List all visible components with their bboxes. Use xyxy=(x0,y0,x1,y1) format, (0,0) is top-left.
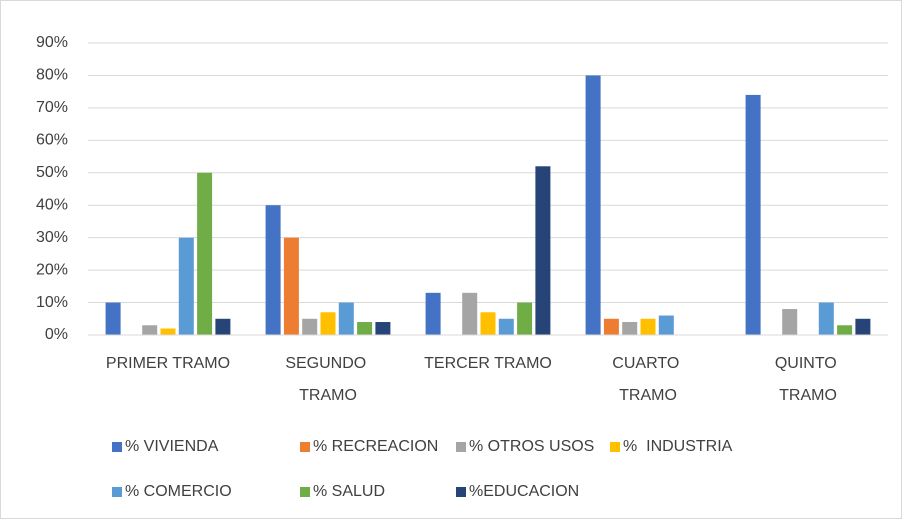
legend-label: % VIVIENDA xyxy=(125,438,219,455)
y-tick-label: 80% xyxy=(36,67,68,84)
y-tick-label: 20% xyxy=(36,261,68,278)
legend-swatch xyxy=(610,442,620,452)
bar xyxy=(603,318,619,335)
bar xyxy=(215,318,231,335)
legend-swatch xyxy=(112,442,122,452)
y-tick-label: 70% xyxy=(36,99,68,116)
bar xyxy=(498,318,514,335)
legend-label: % SALUD xyxy=(313,483,385,500)
bar xyxy=(585,75,601,335)
bar xyxy=(640,318,656,335)
legend-label: %EDUCACION xyxy=(469,483,579,500)
bar xyxy=(462,292,478,335)
bar xyxy=(855,318,871,335)
bar xyxy=(197,172,213,335)
legend-swatch xyxy=(456,487,466,497)
bar xyxy=(837,325,853,335)
bar xyxy=(283,237,299,335)
bar xyxy=(160,328,176,335)
x-tick-label: CUARTO TRAMO xyxy=(612,355,683,404)
x-tick-label: SEGUNDO TRAMO xyxy=(285,355,370,404)
y-tick-label: 50% xyxy=(36,164,68,181)
bar xyxy=(658,315,674,335)
bar xyxy=(302,318,318,335)
y-tick-label: 40% xyxy=(36,196,68,213)
legend-swatch xyxy=(456,442,466,452)
bar xyxy=(320,312,336,335)
x-tick-label: PRIMER TRAMO xyxy=(106,355,230,372)
bar xyxy=(178,237,194,335)
x-tick-label: QUINTO TRAMO xyxy=(775,355,841,404)
legend-label: % COMERCIO xyxy=(125,483,232,500)
bar xyxy=(535,166,551,335)
y-tick-label: 60% xyxy=(36,132,68,149)
bar xyxy=(745,94,761,336)
y-tick-label: 90% xyxy=(36,34,68,51)
bar xyxy=(425,292,441,335)
bar xyxy=(265,205,281,335)
bar xyxy=(818,302,834,335)
y-tick-label: 0% xyxy=(45,326,68,343)
bar xyxy=(782,309,798,335)
y-tick-label: 30% xyxy=(36,229,68,246)
bar xyxy=(105,302,121,335)
x-tick-label: TERCER TRAMO xyxy=(424,355,552,372)
legend-swatch xyxy=(112,487,122,497)
bar xyxy=(338,302,354,335)
bar xyxy=(622,322,638,335)
legend-label: % INDUSTRIA xyxy=(623,438,733,455)
legend-swatch xyxy=(300,442,310,452)
bar xyxy=(142,325,158,335)
legend-label: % OTROS USOS xyxy=(469,438,594,455)
bar xyxy=(375,322,391,335)
bar xyxy=(357,322,373,335)
legend-swatch xyxy=(300,487,310,497)
y-tick-label: 10% xyxy=(36,294,68,311)
legend-label: % RECREACION xyxy=(313,438,438,455)
bar xyxy=(517,302,533,335)
bar xyxy=(480,312,496,335)
